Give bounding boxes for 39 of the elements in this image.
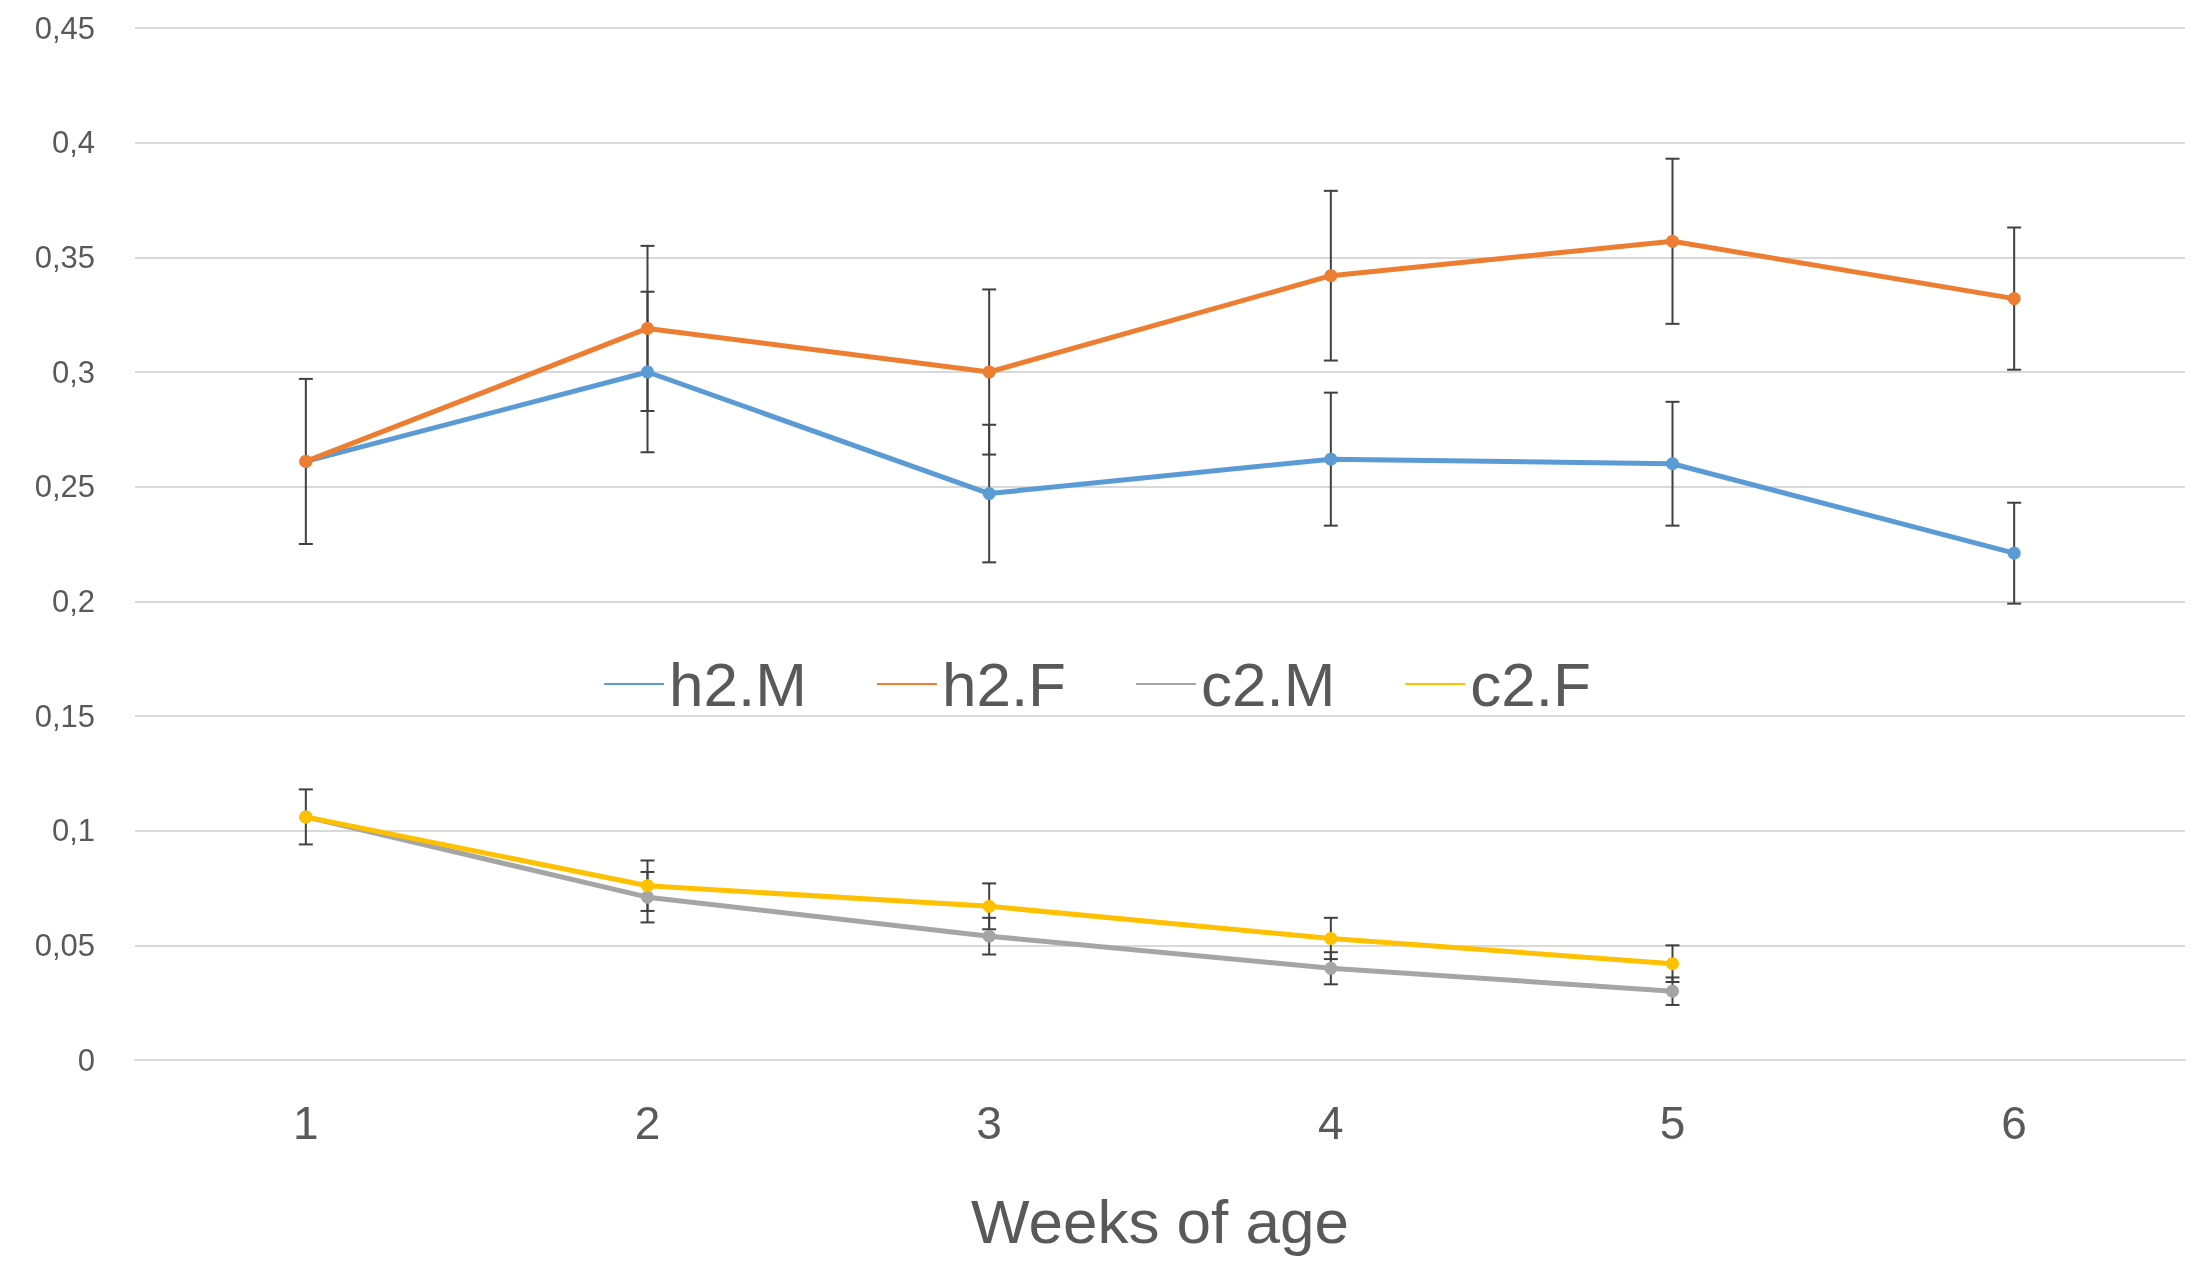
point	[1666, 234, 1679, 248]
point	[1324, 452, 1338, 466]
point	[982, 365, 996, 379]
point	[2007, 546, 2021, 560]
y-tick-label: 0,3	[51, 354, 95, 390]
x-tick-label: 6	[2001, 1097, 2027, 1149]
y-tick-label: 0,45	[34, 10, 95, 46]
point	[641, 879, 654, 893]
point	[1324, 961, 1338, 975]
legend-label: c2.M	[1200, 649, 1336, 719]
y-tick-label: 0,35	[34, 239, 95, 275]
y-tick-label: 0,4	[51, 125, 95, 161]
legend-label: h2.F	[941, 649, 1066, 719]
y-tick-label: 0,05	[34, 927, 95, 963]
x-axis-title: Weeks of age	[971, 1186, 1349, 1256]
point	[982, 929, 996, 943]
x-tick-label: 4	[1318, 1097, 1344, 1149]
y-tick-label: 0	[77, 1042, 95, 1078]
x-tick-label: 1	[293, 1097, 319, 1149]
y-tick-label: 0,1	[51, 813, 95, 849]
point	[641, 890, 654, 904]
point	[1666, 957, 1679, 971]
x-tick-label: 5	[1659, 1097, 1686, 1149]
y-tick-label: 0,2	[51, 583, 95, 619]
point	[641, 365, 654, 379]
point	[2007, 292, 2021, 306]
y-tick-label: 0,25	[34, 469, 95, 505]
point	[1666, 457, 1679, 471]
legend-label: h2.M	[669, 649, 807, 719]
y-tick-label: 0,15	[34, 698, 95, 734]
point	[982, 487, 996, 501]
point	[1324, 269, 1338, 283]
point	[1666, 984, 1679, 998]
point	[982, 899, 996, 913]
point	[641, 321, 654, 335]
point	[1324, 931, 1338, 945]
x-tick-label: 2	[634, 1097, 661, 1149]
x-tick-label: 3	[976, 1097, 1002, 1149]
legend-label: c2.F	[1470, 649, 1591, 719]
